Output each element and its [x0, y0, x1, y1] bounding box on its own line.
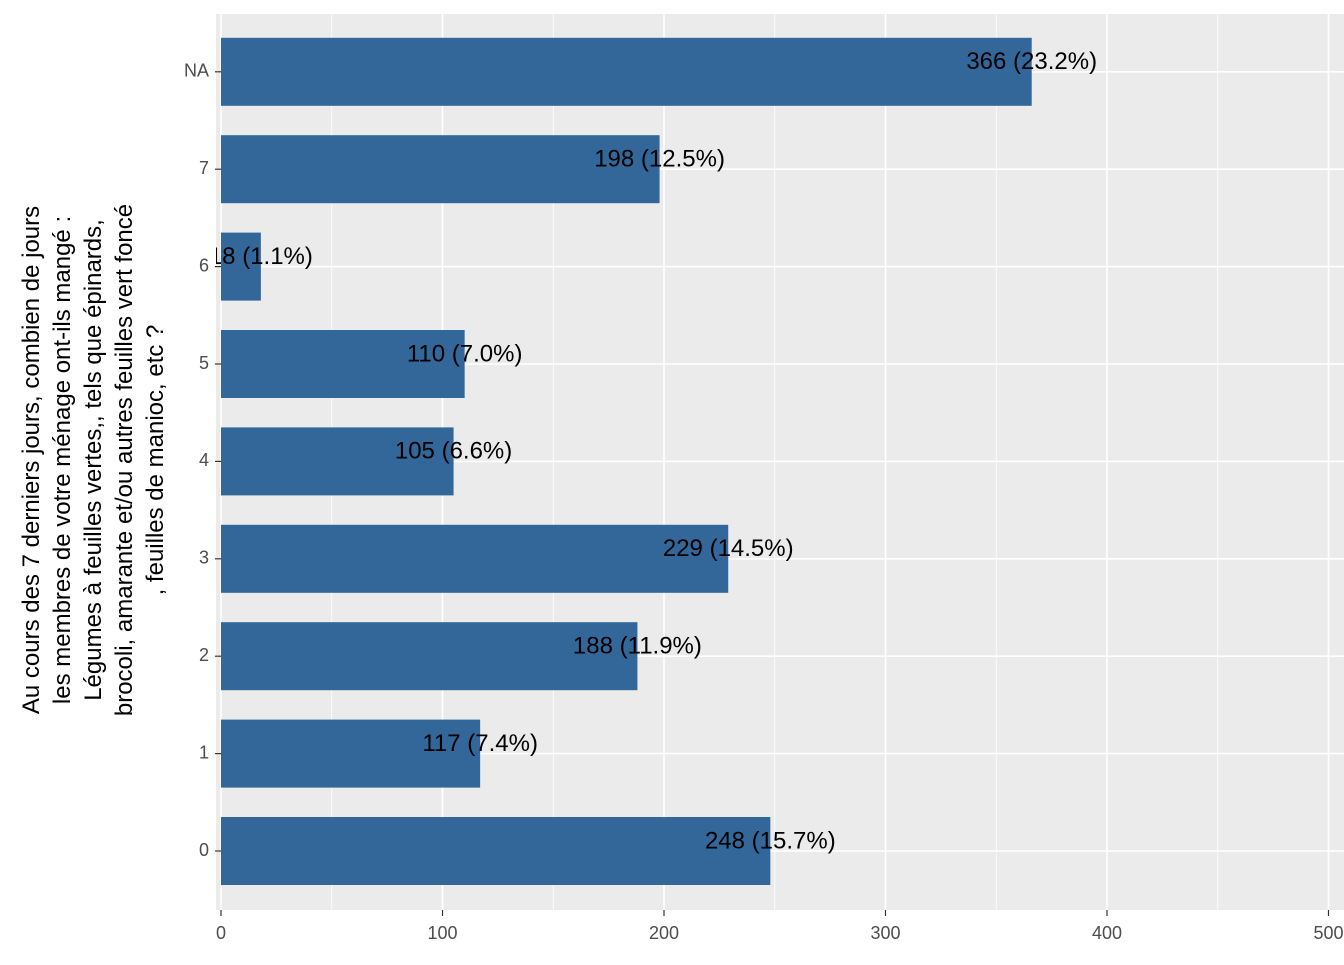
y-tick-label: 5 — [199, 353, 209, 373]
bar — [221, 232, 261, 301]
value-label: 366 (23.2%) — [966, 48, 1097, 75]
y-tick-label: 6 — [199, 255, 209, 275]
y-tick-label: 3 — [199, 548, 209, 568]
x-tick-label: 0 — [216, 923, 226, 943]
bar — [221, 817, 771, 885]
value-label: 188 (11.9%) — [573, 633, 702, 660]
y-tick-label: 7 — [199, 158, 209, 178]
x-tick-label: 300 — [870, 923, 900, 943]
bar — [221, 135, 660, 204]
value-label: 105 (6.6%) — [395, 438, 512, 465]
y-tick-label: 4 — [199, 450, 209, 470]
value-label: 117 (7.4%) — [422, 730, 538, 757]
bar — [221, 719, 481, 788]
axes: 0 100 200 300 400 500 0 1 2 3 4 5 6 7 NA — [184, 61, 1344, 943]
x-tick-label: 100 — [427, 923, 457, 943]
bar — [221, 330, 465, 398]
y-axis-title-line: , feuilles de manioc, etc ? — [142, 325, 169, 596]
value-label: 248 (15.7%) — [705, 827, 836, 854]
y-tick-label: 2 — [199, 645, 209, 665]
y-tick-label: NA — [184, 61, 209, 81]
bar — [221, 622, 638, 691]
x-tick-label: 400 — [1092, 923, 1122, 943]
value-label: 198 (12.5%) — [594, 146, 725, 173]
bar — [221, 427, 454, 496]
y-tick-label: 1 — [199, 742, 209, 762]
y-axis-title-line: Légumes à feuilles vertes,, tels que épi… — [80, 219, 107, 701]
y-tick-label: 0 — [199, 840, 209, 860]
bar — [221, 524, 729, 593]
y-axis-title-line: Au cours des 7 derniers jours, combien d… — [18, 206, 45, 714]
value-label: 18 (1.1%) — [209, 243, 313, 270]
y-axis-title-line: brocoli, amarante et/ou autres feuilles … — [111, 204, 138, 716]
bar — [221, 37, 1032, 106]
y-axis-title-line: les membres de votre ménage ont-ils mang… — [49, 216, 76, 704]
x-tick-label: 500 — [1313, 923, 1343, 943]
bars: 248 (15.7%) 117 (7.4%) 188 (11.9%) 229 (14.… — [209, 37, 1097, 885]
value-label: 229 (14.5%) — [663, 535, 794, 562]
value-label: 110 (7.0%) — [407, 340, 523, 367]
y-axis-title: Au cours des 7 derniers jours, combien d… — [18, 204, 169, 716]
x-tick-label: 200 — [649, 923, 679, 943]
